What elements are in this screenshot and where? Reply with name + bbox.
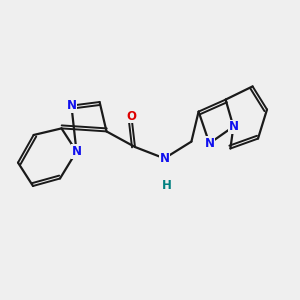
Text: N: N: [228, 120, 239, 133]
Text: N: N: [204, 137, 214, 150]
Text: N: N: [159, 152, 170, 165]
Text: H: H: [162, 179, 171, 192]
Text: N: N: [66, 99, 76, 112]
Text: O: O: [126, 110, 136, 123]
Text: N: N: [71, 145, 82, 158]
